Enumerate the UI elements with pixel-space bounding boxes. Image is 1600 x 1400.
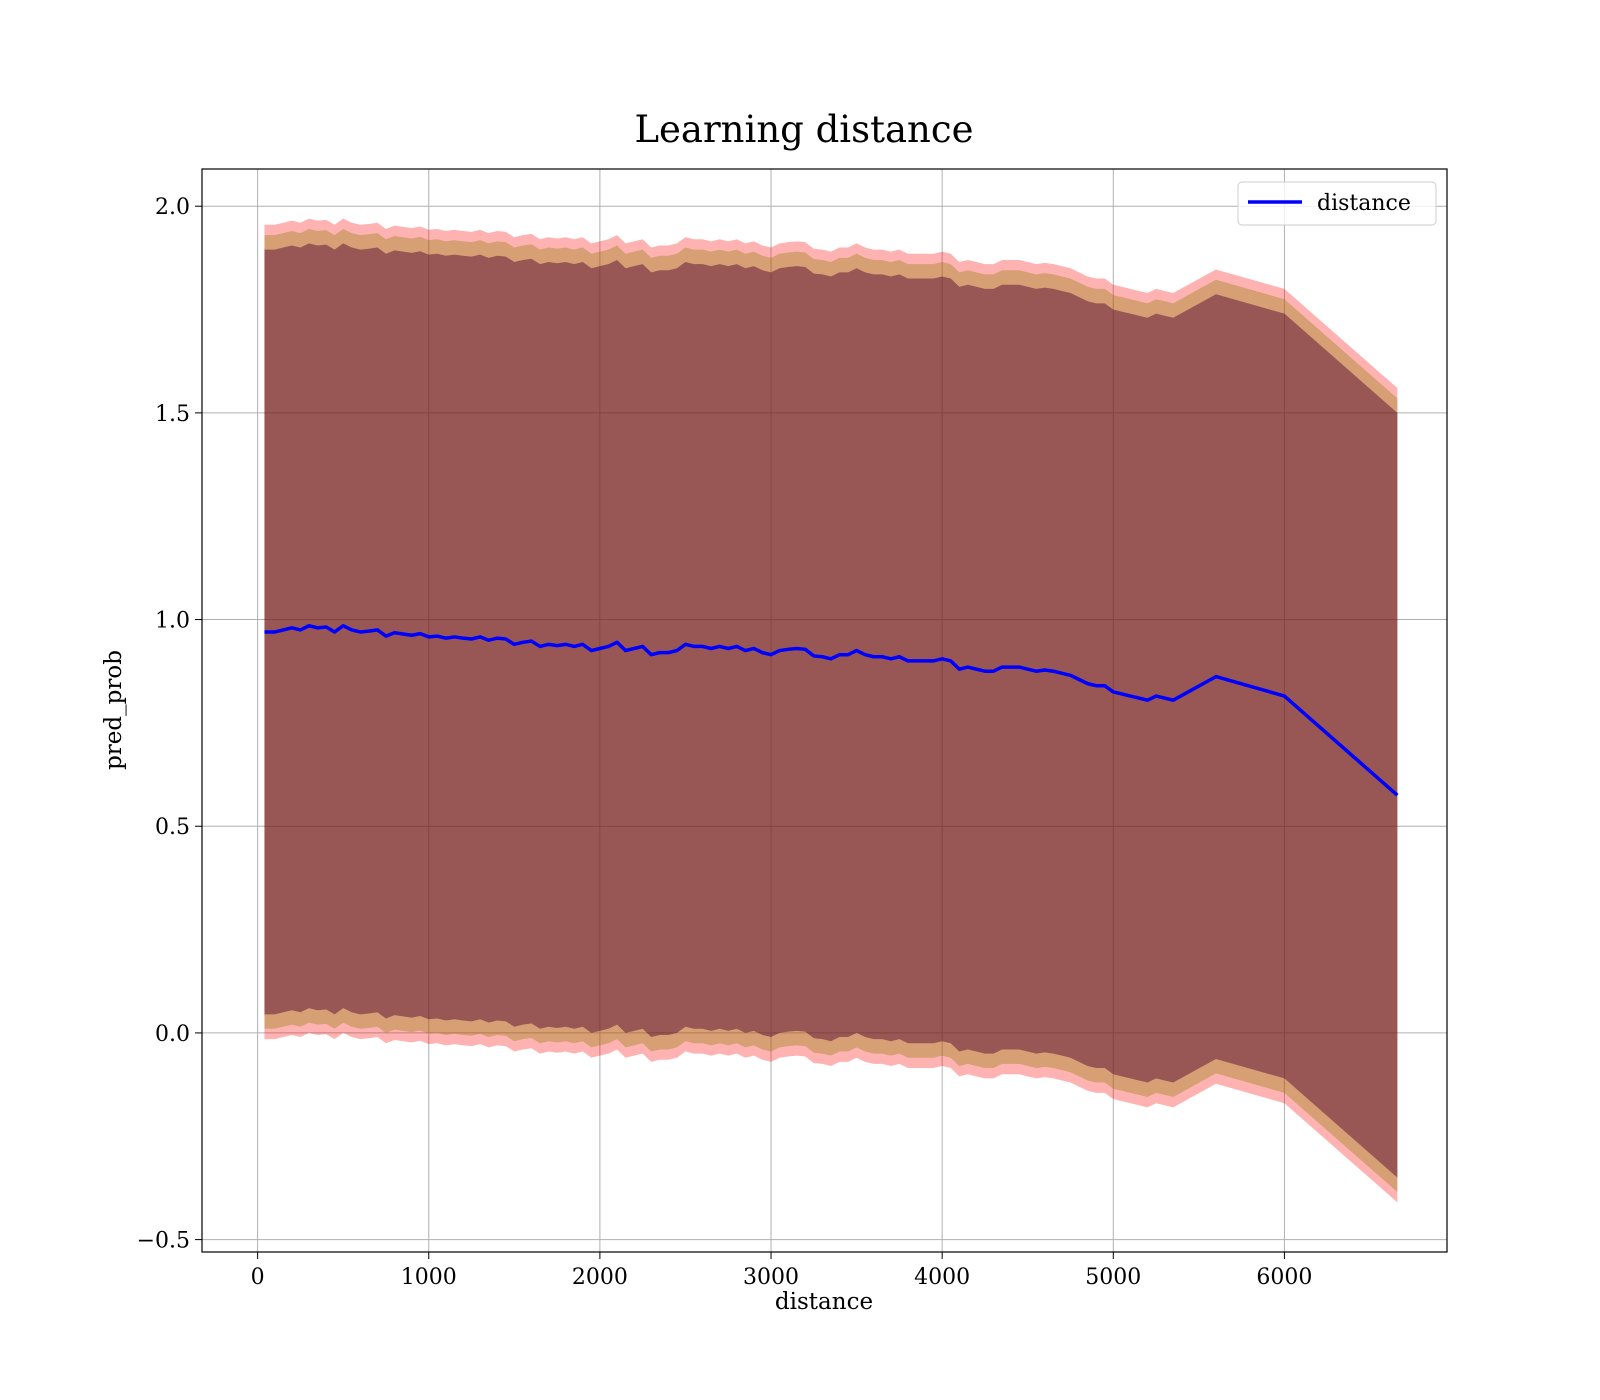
x-axis-ticks: 0 1000 2000 3000 4000 5000 6000 (251, 1252, 1312, 1290)
x-tick-label-4: 4000 (914, 1265, 970, 1290)
series-lines (264, 624, 1399, 797)
y-tick-label-3: 1.0 (155, 609, 190, 634)
x-tick-label-1: 1000 (401, 1265, 457, 1290)
y-tick-label-5: 2.0 (155, 195, 190, 220)
plot-frame (201, 168, 1448, 1253)
y-tick-label-1: 0.0 (155, 1022, 190, 1047)
band-outer (264, 218, 1398, 1203)
legend-label: distance (1317, 191, 1411, 216)
band-middle (264, 228, 1398, 1193)
y-axis-ticks: −0.5 0.0 0.5 1.0 1.5 2.0 (137, 195, 202, 1254)
y-tick-label-2: 0.5 (155, 815, 190, 840)
confidence-bands (264, 218, 1398, 1203)
legend: distance (1237, 181, 1437, 226)
y-axis-label: pred_prob (101, 650, 127, 770)
y-tick-label-4: 1.5 (155, 402, 190, 427)
x-tick-label-5: 5000 (1085, 1265, 1141, 1290)
chart-title: Learning distance (634, 108, 973, 151)
x-tick-label-0: 0 (251, 1265, 265, 1290)
x-tick-label-3: 3000 (743, 1265, 799, 1290)
x-axis-label: distance (775, 1289, 873, 1315)
x-tick-label-6: 6000 (1256, 1265, 1312, 1290)
legend-box (1237, 181, 1437, 226)
series-line-distance (264, 624, 1399, 797)
x-tick-label-2: 2000 (572, 1265, 628, 1290)
band-inner (264, 243, 1398, 1178)
y-tick-label-0: −0.5 (137, 1229, 190, 1254)
